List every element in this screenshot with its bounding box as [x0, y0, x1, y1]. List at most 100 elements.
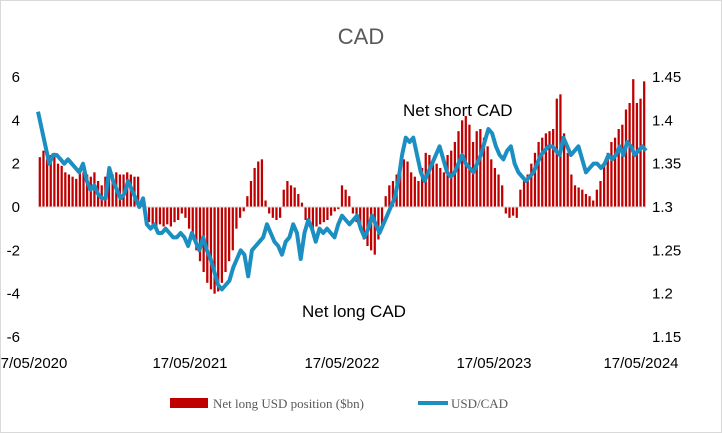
- bar: [624, 109, 628, 207]
- bar: [610, 142, 613, 207]
- bar: [511, 207, 515, 216]
- left-tick-label: -4: [7, 286, 20, 303]
- right-tick-label: 1.25: [652, 242, 681, 259]
- bar: [49, 155, 52, 207]
- right-tick-label: 1.3: [652, 199, 673, 216]
- right-tick-label: 1.2: [652, 286, 673, 303]
- legend-label-bars: Net long USD position ($bn): [213, 396, 364, 411]
- bar: [639, 98, 642, 207]
- bar: [537, 142, 540, 207]
- bar: [533, 152, 537, 207]
- bar: [56, 163, 60, 207]
- bar: [231, 207, 234, 251]
- bar: [388, 185, 391, 207]
- bar: [380, 207, 384, 225]
- left-tick-label: -6: [7, 329, 20, 346]
- bar: [508, 207, 511, 218]
- annotation-net-short: Net short CAD: [403, 101, 513, 120]
- bar: [107, 172, 111, 207]
- bar: [311, 207, 315, 229]
- bar: [257, 161, 260, 207]
- x-axis: 7/05/2020 17/05/2021 17/05/2022 17/05/2023 1…: [1, 355, 679, 372]
- bar: [497, 174, 500, 207]
- bar: [253, 168, 256, 207]
- bar: [195, 207, 198, 251]
- bar: [155, 207, 158, 227]
- bar: [151, 207, 154, 225]
- bar: [275, 207, 278, 220]
- bar: [384, 196, 387, 207]
- bar: [169, 207, 173, 227]
- bar: [606, 152, 609, 207]
- bar: [461, 120, 464, 207]
- bar: [282, 189, 285, 207]
- bar: [450, 150, 453, 207]
- bar: [235, 207, 238, 229]
- legend-swatch-bars: [170, 398, 208, 408]
- bar: [187, 207, 191, 229]
- bar: [504, 207, 507, 214]
- bar: [158, 207, 162, 225]
- bar: [431, 159, 435, 207]
- bar: [224, 207, 227, 272]
- bar: [42, 150, 45, 207]
- bar: [599, 181, 602, 207]
- bar: [333, 207, 336, 212]
- bar: [246, 196, 249, 207]
- right-axis: 1.45 1.4 1.35 1.3 1.25 1.2 1.15: [652, 69, 681, 346]
- bar: [486, 146, 489, 207]
- bar: [377, 207, 380, 240]
- bar: [370, 207, 373, 251]
- bar: [89, 176, 92, 207]
- bar: [315, 207, 318, 227]
- right-tick-label: 1.15: [652, 329, 681, 346]
- bar: [420, 168, 424, 207]
- bar: [75, 178, 78, 207]
- x-tick-label: 17/05/2021: [152, 355, 227, 372]
- bar: [501, 185, 504, 207]
- bar: [71, 176, 74, 207]
- bar: [573, 185, 577, 207]
- annotation-net-long: Net long CAD: [302, 302, 406, 321]
- bar: [38, 157, 41, 207]
- bar: [541, 137, 544, 207]
- bar: [67, 174, 71, 207]
- bar: [228, 207, 231, 262]
- bar: [118, 174, 122, 207]
- bar: [304, 207, 307, 220]
- bar: [177, 207, 180, 220]
- bar: [238, 207, 242, 218]
- bar: [344, 189, 347, 207]
- x-tick-label: 17/05/2023: [456, 355, 531, 372]
- bar: [493, 168, 497, 207]
- x-tick-label: 7/05/2020: [1, 355, 68, 372]
- bar: [271, 207, 274, 218]
- bar: [584, 194, 588, 207]
- left-tick-label: -2: [7, 242, 20, 259]
- bar: [184, 207, 187, 218]
- bar: [260, 159, 264, 207]
- bar: [435, 163, 438, 207]
- bar: [566, 152, 569, 207]
- bar: [45, 159, 49, 207]
- bar: [217, 207, 220, 292]
- bar: [351, 207, 355, 214]
- bar: [308, 207, 311, 227]
- bar: [490, 159, 493, 207]
- bar: [348, 196, 351, 207]
- bar: [526, 174, 529, 207]
- bar: [457, 131, 460, 207]
- bar: [209, 207, 213, 290]
- bar: [410, 172, 413, 207]
- bar: [399, 168, 402, 207]
- bar: [588, 196, 591, 207]
- right-tick-label: 1.45: [652, 69, 681, 86]
- bar: [406, 161, 409, 207]
- bar: [198, 207, 202, 262]
- bar: [166, 207, 169, 225]
- bar: [479, 129, 482, 207]
- bar: [581, 189, 584, 207]
- bar: [362, 207, 365, 240]
- bar: [595, 189, 598, 207]
- bar: [603, 163, 606, 207]
